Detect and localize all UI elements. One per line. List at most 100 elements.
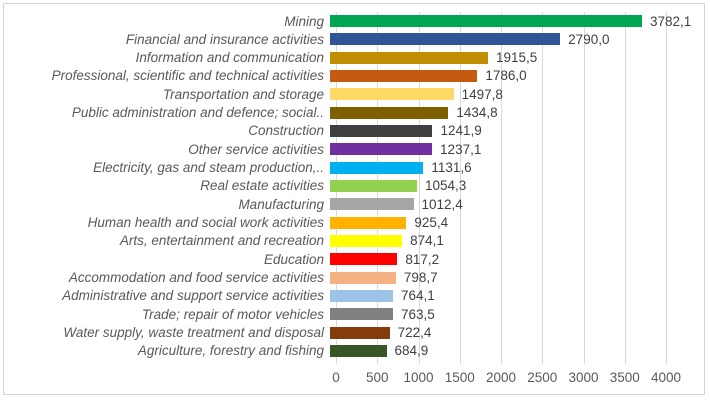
bar <box>330 198 414 211</box>
category-label: Information and communication <box>135 50 324 66</box>
value-label: 1237,1 <box>440 141 482 157</box>
bar <box>330 216 407 229</box>
value-label: 2790,0 <box>568 31 610 47</box>
value-label: 1497,8 <box>461 86 503 102</box>
value-label: 798,7 <box>403 270 438 286</box>
category-label: Agriculture, forestry and fishing <box>137 343 324 359</box>
bar <box>330 179 417 192</box>
value-label: 722,4 <box>397 325 432 341</box>
x-tick-label: 1500 <box>444 370 475 385</box>
row-plot: 1012,4 <box>330 195 704 213</box>
category-label: Human health and social work activities <box>87 215 324 231</box>
chart-row: Public administration and defence; socia… <box>4 104 704 122</box>
value-label: 1786,0 <box>485 68 527 84</box>
bar <box>330 143 433 156</box>
bar <box>330 253 398 266</box>
category-label: Education <box>263 251 324 267</box>
row-plot: 1786,0 <box>330 67 704 85</box>
category-label: Public administration and defence; socia… <box>71 105 324 121</box>
bar <box>330 326 390 339</box>
bar <box>330 344 387 357</box>
x-tick-label: 3500 <box>609 370 640 385</box>
category-label: Construction <box>248 123 324 139</box>
category-label: Transportation and storage <box>162 86 324 102</box>
value-label: 817,2 <box>405 251 440 267</box>
chart-row: Human health and social work activities 9… <box>4 214 704 232</box>
chart-row: Education 817,2 <box>4 250 704 268</box>
bar <box>330 289 394 302</box>
bar <box>330 308 393 321</box>
row-plot: 684,9 <box>330 342 704 360</box>
x-tick-label: 500 <box>365 370 389 385</box>
chart-row: Mining 3782,1 <box>4 12 704 30</box>
value-label: 763,5 <box>400 306 435 322</box>
row-plot: 2790,0 <box>330 30 704 48</box>
category-label: Financial and insurance activities <box>125 31 324 47</box>
category-label: Real estate activities <box>200 178 324 194</box>
row-plot: 1915,5 <box>330 49 704 67</box>
row-plot: 874,1 <box>330 232 704 250</box>
chart-row: Financial and insurance activities 2790,0 <box>4 30 704 48</box>
row-plot: 722,4 <box>330 324 704 342</box>
x-tick-label: 0 <box>332 370 340 385</box>
category-label: Mining <box>284 13 324 29</box>
category-label: Trade; repair of motor vehicles <box>141 306 324 322</box>
row-plot: 1054,3 <box>330 177 704 195</box>
bar <box>330 124 433 137</box>
bar <box>330 106 449 119</box>
value-label: 684,9 <box>394 343 429 359</box>
x-tick-label: 1000 <box>403 370 434 385</box>
row-plot: 763,5 <box>330 305 704 323</box>
value-label: 1131,6 <box>431 160 472 176</box>
value-label: 1434,8 <box>456 105 498 121</box>
value-label: 3782,1 <box>650 13 692 29</box>
bar <box>330 51 489 64</box>
bar <box>330 33 561 46</box>
row-plot: 1237,1 <box>330 140 704 158</box>
category-label: Electricity, gas and steam production,.. <box>93 160 324 176</box>
chart-row: Manufacturing 1012,4 <box>4 195 704 213</box>
row-plot: 817,2 <box>330 250 704 268</box>
bar <box>330 271 396 284</box>
row-plot: 1241,9 <box>330 122 704 140</box>
chart-row: Agriculture, forestry and fishing 684,9 <box>4 342 704 360</box>
chart-row: Trade; repair of motor vehicles 763,5 <box>4 305 704 323</box>
chart-row: Accommodation and food service activitie… <box>4 269 704 287</box>
chart-row: Other service activities 1237,1 <box>4 140 704 158</box>
row-plot: 1434,8 <box>330 104 704 122</box>
bar <box>330 161 424 174</box>
x-tick-label: 2000 <box>485 370 517 385</box>
row-plot: 798,7 <box>330 269 704 287</box>
x-tick-label: 3000 <box>568 370 599 385</box>
value-label: 1915,5 <box>496 50 538 66</box>
category-label: Administrative and support service activ… <box>62 288 324 304</box>
row-plot: 3782,1 <box>330 12 704 30</box>
value-label: 1012,4 <box>421 196 463 212</box>
value-label: 1054,3 <box>424 178 467 194</box>
chart-row: Transportation and storage 1497,8 <box>4 85 704 103</box>
chart-row: Water supply, waste treatment and dispos… <box>4 324 704 342</box>
x-tick-label: 2500 <box>527 370 558 385</box>
bar <box>330 69 478 82</box>
value-label: 764,1 <box>401 288 435 304</box>
bar <box>330 15 643 27</box>
chart-rows: Mining 3782,1 Financial and insurance acti… <box>4 12 704 360</box>
category-label: Manufacturing <box>238 196 324 212</box>
row-plot: 925,4 <box>330 214 704 232</box>
chart-row: Arts, entertainment and recreation 874,1 <box>4 232 704 250</box>
chart-row: Administrative and support service activ… <box>4 287 704 305</box>
value-label: 874,1 <box>410 233 444 249</box>
category-label: Water supply, waste treatment and dispos… <box>63 325 324 341</box>
x-tick-label: 4000 <box>650 370 682 385</box>
category-label: Arts, entertainment and recreation <box>119 233 324 249</box>
chart-row: Professional, scientific and technical a… <box>4 67 704 85</box>
value-label: 925,4 <box>414 215 449 231</box>
category-label: Professional, scientific and technical a… <box>51 68 324 84</box>
chart-row: Information and communication 1915,5 <box>4 49 704 67</box>
value-label: 1241,9 <box>440 123 482 139</box>
row-plot: 1131,6 <box>330 159 704 177</box>
row-plot: 1497,8 <box>330 85 704 103</box>
bar <box>330 234 403 247</box>
chart-row: Electricity, gas and steam production,..… <box>4 159 704 177</box>
category-label: Other service activities <box>188 141 324 157</box>
